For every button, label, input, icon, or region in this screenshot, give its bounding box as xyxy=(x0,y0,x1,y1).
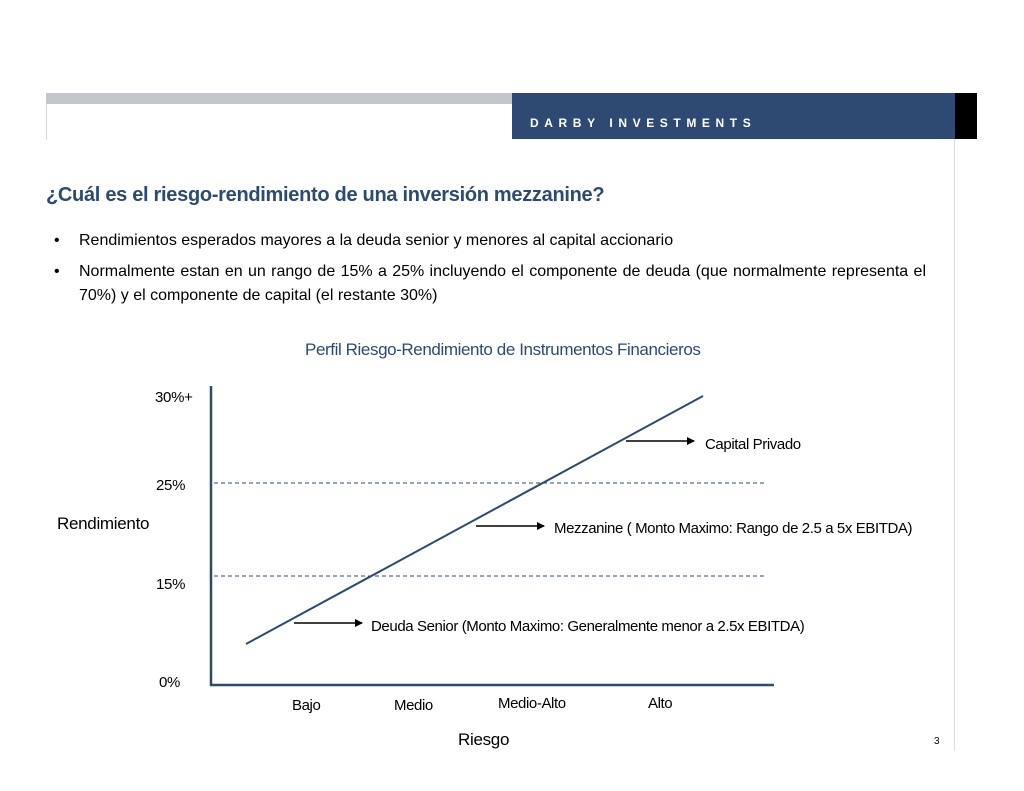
y-tick-label: 30%+ xyxy=(155,389,193,406)
header-black-tab xyxy=(955,93,977,139)
bullet-item: Rendimientos esperados mayores a la deud… xyxy=(54,229,926,253)
page-number: 3 xyxy=(934,736,940,747)
brand-name: DARBY INVESTMENTS xyxy=(530,116,757,130)
x-axis-label: Riesgo xyxy=(458,730,510,749)
x-tick-label: Medio-Alto xyxy=(498,695,566,712)
slide-title: ¿Cuál es el riesgo-rendimiento de una in… xyxy=(46,184,605,206)
y-tick-label: 0% xyxy=(159,674,181,691)
right-divider xyxy=(954,139,955,751)
annotation-capital-privado: Capital Privado xyxy=(705,436,801,453)
chart-title: Perfil Riesgo-Rendimiento de Instrumento… xyxy=(305,340,701,359)
bullet-list: Rendimientos esperados mayores a la deud… xyxy=(54,229,926,315)
x-tick-label: Medio xyxy=(394,697,433,714)
x-tick-label: Bajo xyxy=(292,697,321,714)
bullet-item: Normalmente estan en un rango de 15% a 2… xyxy=(54,260,926,308)
y-tick-label: 25% xyxy=(156,477,186,494)
x-tick-label: Alto xyxy=(648,695,673,712)
annotation-mezzanine: Mezzanine ( Monto Maximo: Rango de 2.5 a… xyxy=(554,520,913,537)
left-divider xyxy=(46,104,47,140)
y-tick-label: 15% xyxy=(156,576,186,593)
risk-return-line xyxy=(245,395,704,645)
header-gray-band xyxy=(46,93,512,104)
annotation-deuda-senior: Deuda Senior (Monto Maximo: Generalmente… xyxy=(371,618,805,635)
y-axis-label: Rendimiento xyxy=(57,514,150,533)
header-blue-band xyxy=(512,93,955,139)
